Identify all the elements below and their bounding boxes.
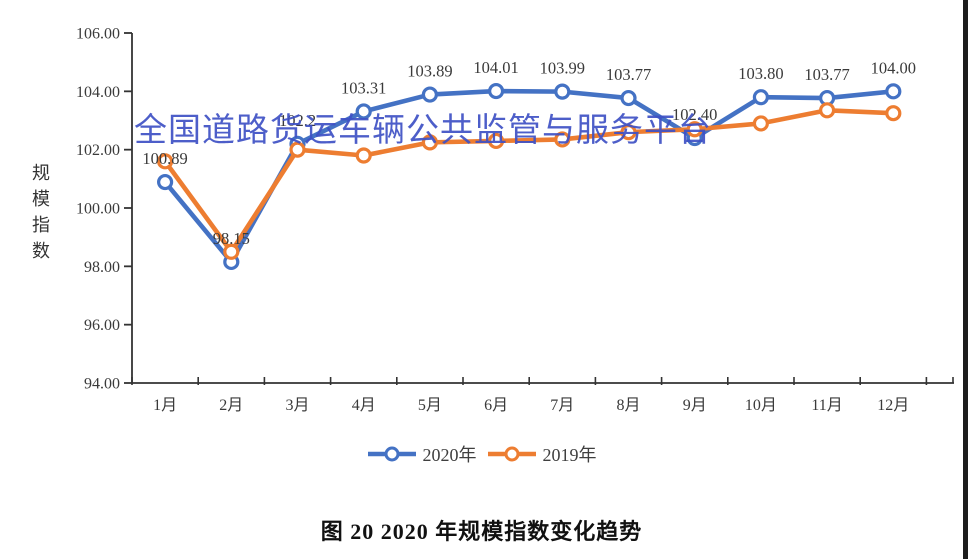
- svg-text:104.01: 104.01: [473, 58, 518, 77]
- svg-text:100.89: 100.89: [142, 149, 187, 168]
- svg-text:9月: 9月: [683, 397, 707, 414]
- svg-text:104.00: 104.00: [76, 84, 120, 101]
- svg-text:10月: 10月: [745, 397, 777, 414]
- svg-text:11月: 11月: [811, 397, 842, 414]
- svg-text:94.00: 94.00: [84, 376, 120, 393]
- svg-text:100.00: 100.00: [76, 201, 120, 218]
- svg-text:8月: 8月: [616, 397, 640, 414]
- svg-text:106.00: 106.00: [76, 26, 120, 43]
- legend-label-2020: 2020年: [422, 445, 477, 465]
- svg-text:6月: 6月: [484, 397, 508, 414]
- svg-text:98.15: 98.15: [213, 229, 250, 248]
- svg-text:102.40: 102.40: [672, 105, 717, 124]
- page-edge-strip: [963, 0, 968, 559]
- svg-text:98.00: 98.00: [84, 259, 120, 276]
- svg-text:1月: 1月: [153, 397, 177, 414]
- y-axis-title: 规模指数: [32, 163, 50, 261]
- svg-text:2月: 2月: [219, 397, 243, 414]
- svg-text:103.80: 103.80: [738, 64, 783, 83]
- svg-text:102.00: 102.00: [76, 142, 120, 159]
- svg-text:102.2: 102.2: [279, 111, 316, 130]
- svg-text:103.99: 103.99: [540, 59, 585, 78]
- figure-caption: 图 20 2020 年规模指数变化趋势: [320, 519, 643, 544]
- legend-item-2019: 2019年: [487, 441, 597, 467]
- legend-label-2019: 2019年: [542, 445, 597, 465]
- svg-text:103.77: 103.77: [804, 65, 849, 84]
- legend-swatch-line-icon: [487, 446, 536, 462]
- svg-text:103.77: 103.77: [606, 65, 651, 84]
- chart-legend: 2020年 2019年: [0, 441, 963, 467]
- svg-text:7月: 7月: [550, 397, 574, 414]
- legend-swatch-line-icon: [367, 446, 416, 462]
- svg-text:103.31: 103.31: [341, 78, 386, 97]
- svg-text:12月: 12月: [877, 397, 909, 414]
- svg-text:104.00: 104.00: [871, 58, 916, 77]
- svg-text:5月: 5月: [418, 397, 442, 414]
- svg-text:96.00: 96.00: [84, 317, 120, 334]
- svg-text:3月: 3月: [285, 397, 309, 414]
- svg-text:103.89: 103.89: [407, 62, 452, 81]
- svg-text:4月: 4月: [352, 397, 376, 414]
- legend-item-2020: 2020年: [367, 441, 477, 467]
- line-chart: 94.00 96.00 98.00 100.00 102.00 104.00 106.00 1…: [76, 26, 954, 414]
